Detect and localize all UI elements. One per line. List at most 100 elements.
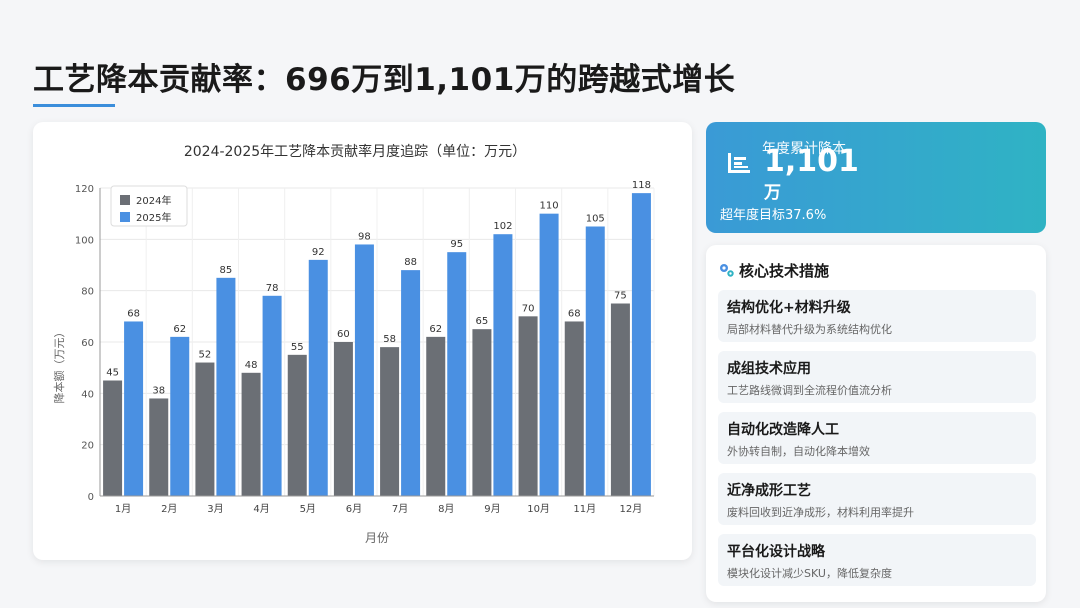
tech-item-desc: 废料回收到近净成形，材料利用率提升 [727, 506, 914, 519]
bar [631, 193, 651, 496]
x-tick-label: 5月 [300, 503, 316, 515]
y-tick-label: 20 [81, 441, 94, 452]
data-label: 48 [245, 360, 258, 371]
x-tick-label: 1月 [115, 503, 131, 515]
tech-measures-card: 核心技术措施 结构优化+材料升级 局部材料替代升级为系统结构优化 成组技术应用 … [706, 245, 1046, 602]
bar [124, 321, 144, 496]
bar [472, 329, 492, 496]
data-label: 88 [404, 257, 417, 268]
bar [380, 347, 400, 496]
data-label: 95 [450, 239, 463, 250]
x-tick-label: 4月 [253, 503, 269, 515]
bar [216, 277, 236, 496]
legend-swatch [120, 212, 130, 222]
tech-item-desc: 模块化设计减少SKU，降低复杂度 [727, 567, 892, 580]
stat-unit: 万 [764, 183, 781, 203]
legend-label: 2025年 [136, 211, 171, 224]
tech-item-desc: 局部材料替代升级为系统结构优化 [727, 323, 892, 336]
data-label: 92 [312, 247, 325, 258]
y-tick-label: 120 [75, 184, 94, 195]
data-label: 45 [106, 368, 119, 379]
y-tick-label: 40 [81, 389, 94, 400]
data-label: 68 [568, 308, 581, 319]
stat-subtext: 超年度目标37.6% [720, 208, 827, 223]
tech-title: 核心技术措施 [739, 261, 830, 280]
data-label: 68 [127, 308, 140, 319]
data-label: 65 [476, 316, 489, 327]
data-label: 85 [220, 265, 233, 276]
x-axis-label: 月份 [365, 531, 389, 545]
bar [262, 295, 282, 496]
annual-savings-card: 年度累计降本 1,101 万 超年度目标37.6% [706, 122, 1046, 233]
tech-item: 平台化设计战略 模块化设计减少SKU，降低复杂度 [718, 534, 1036, 586]
x-tick-label: 11月 [573, 503, 596, 515]
data-label: 70 [522, 303, 535, 314]
bar [195, 362, 215, 496]
x-tick-label: 3月 [207, 503, 223, 515]
tech-item-name: 平台化设计战略 [727, 544, 825, 560]
data-label: 52 [199, 350, 212, 361]
x-tick-label: 6月 [346, 503, 362, 515]
bar [539, 213, 559, 496]
x-tick-label: 9月 [484, 503, 500, 515]
page-title: 工艺降本贡献率：696万到1,101万的跨越式增长 [33, 62, 736, 98]
data-label: 38 [152, 385, 165, 396]
data-label: 58 [383, 334, 396, 345]
tech-item: 成组技术应用 工艺路线微调到全流程价值流分析 [718, 351, 1036, 403]
bar [426, 336, 446, 496]
bar [333, 342, 353, 496]
bar [354, 244, 374, 496]
data-label: 110 [540, 201, 559, 212]
tech-item: 结构优化+材料升级 局部材料替代升级为系统结构优化 [718, 290, 1036, 342]
tech-item-name: 成组技术应用 [727, 361, 811, 377]
tech-item-desc: 外协转自制，自动化降本增效 [727, 445, 870, 458]
bar [149, 398, 169, 496]
chart-card: 2024-2025年工艺降本贡献率月度追踪（单位：万元） 45 68 38 62 52 8… [33, 122, 692, 560]
x-tick-label: 2月 [161, 503, 177, 515]
bar [308, 259, 328, 496]
data-label: 75 [614, 291, 627, 302]
data-label: 55 [291, 342, 304, 353]
y-tick-label: 0 [88, 492, 94, 503]
bar [447, 252, 467, 496]
data-label: 102 [493, 221, 512, 232]
gears-icon [720, 264, 734, 277]
tech-item-name: 自动化改造降人工 [727, 422, 839, 438]
x-tick-label: 8月 [438, 503, 454, 515]
tech-item: 自动化改造降人工 外协转自制，自动化降本增效 [718, 412, 1036, 464]
stat-value: 1,101 [764, 144, 859, 179]
bar [170, 336, 190, 496]
bar-chart-icon [728, 153, 750, 173]
tech-item-name: 结构优化+材料升级 [727, 300, 851, 316]
title-underline [33, 104, 115, 107]
bar [585, 226, 605, 496]
bar [401, 270, 421, 496]
tech-item-name: 近净成形工艺 [727, 483, 811, 499]
bar [518, 316, 538, 496]
bar [103, 380, 123, 496]
stat-label: 年度累计降本 [762, 141, 846, 157]
x-tick-label: 7月 [392, 503, 408, 515]
legend-label: 2024年 [136, 194, 171, 207]
data-label: 78 [266, 283, 279, 294]
data-label: 105 [586, 214, 605, 225]
bar [287, 354, 307, 496]
x-tick-label: 10月 [527, 503, 550, 515]
y-axis-label: 降本额（万元） [52, 327, 66, 404]
bar-chart: 2024-2025年工艺降本贡献率月度追踪（单位：万元） 45 68 38 62 52 8… [52, 143, 655, 545]
data-label: 62 [429, 324, 442, 335]
data-label: 60 [337, 329, 350, 340]
tech-item-desc: 工艺路线微调到全流程价值流分析 [727, 384, 892, 397]
bar [241, 372, 261, 496]
tech-item: 近净成形工艺 废料回收到近净成形，材料利用率提升 [718, 473, 1036, 525]
y-tick-label: 100 [75, 235, 94, 246]
y-tick-label: 60 [81, 338, 94, 349]
chart-title: 2024-2025年工艺降本贡献率月度追踪（单位：万元） [184, 143, 526, 160]
data-label: 62 [173, 324, 186, 335]
bar [610, 303, 630, 496]
y-tick-label: 80 [81, 287, 94, 298]
data-label: 98 [358, 231, 371, 242]
data-label: 118 [632, 180, 651, 191]
legend-swatch [120, 195, 130, 205]
bar [493, 234, 513, 496]
